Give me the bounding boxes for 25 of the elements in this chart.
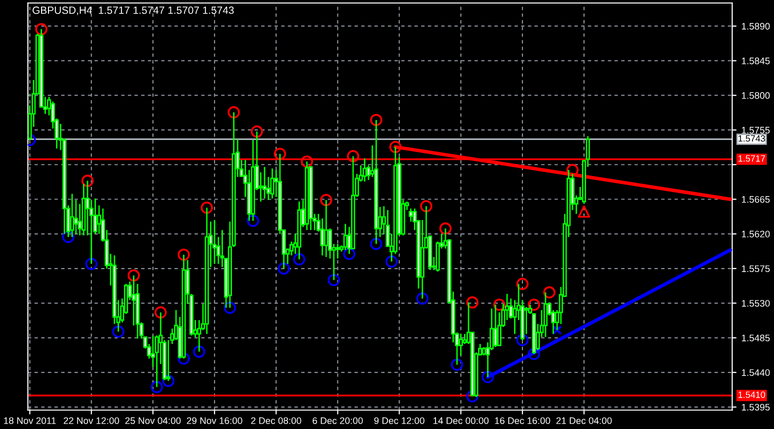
y-tick-label: 1.5845 <box>742 58 770 64</box>
ref-line-label: 1.5743 <box>738 135 766 142</box>
chart-title: GBPUSD,H4 1.5717 1.5747 1.5707 1.5743 <box>32 6 234 16</box>
y-tick-label: 1.5485 <box>742 334 770 342</box>
x-tick-label: 16 Dec 16:00 <box>495 417 550 424</box>
x-tick-label: 6 Dec 20:00 <box>312 417 363 424</box>
x-tick-label: 18 Nov 2011 <box>4 417 56 424</box>
ref-line-label: 1.5717 <box>738 155 765 162</box>
ref-line-label: 1.5410 <box>738 392 766 398</box>
y-tick-label: 1.5620 <box>742 230 770 238</box>
x-tick-label: 21 Dec 04:00 <box>556 417 612 424</box>
y-tick-label: 1.5665 <box>742 196 770 203</box>
x-tick-label: 9 Dec 12:00 <box>374 417 424 424</box>
y-tick-label: 1.5530 <box>742 300 770 307</box>
y-tick-label: 1.5395 <box>742 404 770 411</box>
x-tick-label: 14 Dec 00:00 <box>433 417 489 424</box>
x-tick-label: 2 Dec 08:00 <box>251 417 302 424</box>
x-tick-label: 22 Nov 12:00 <box>64 417 120 424</box>
y-tick-label: 1.5800 <box>742 92 770 99</box>
y-tick-label: 1.5575 <box>742 265 770 272</box>
x-tick-label: 29 Nov 16:00 <box>186 417 242 424</box>
y-tick-label: 1.5890 <box>742 22 770 30</box>
y-tick-label: 1.5755 <box>742 126 770 134</box>
y-tick-label: 1.5440 <box>742 369 770 376</box>
x-tick-label: 25 Nov 04:00 <box>125 417 181 424</box>
